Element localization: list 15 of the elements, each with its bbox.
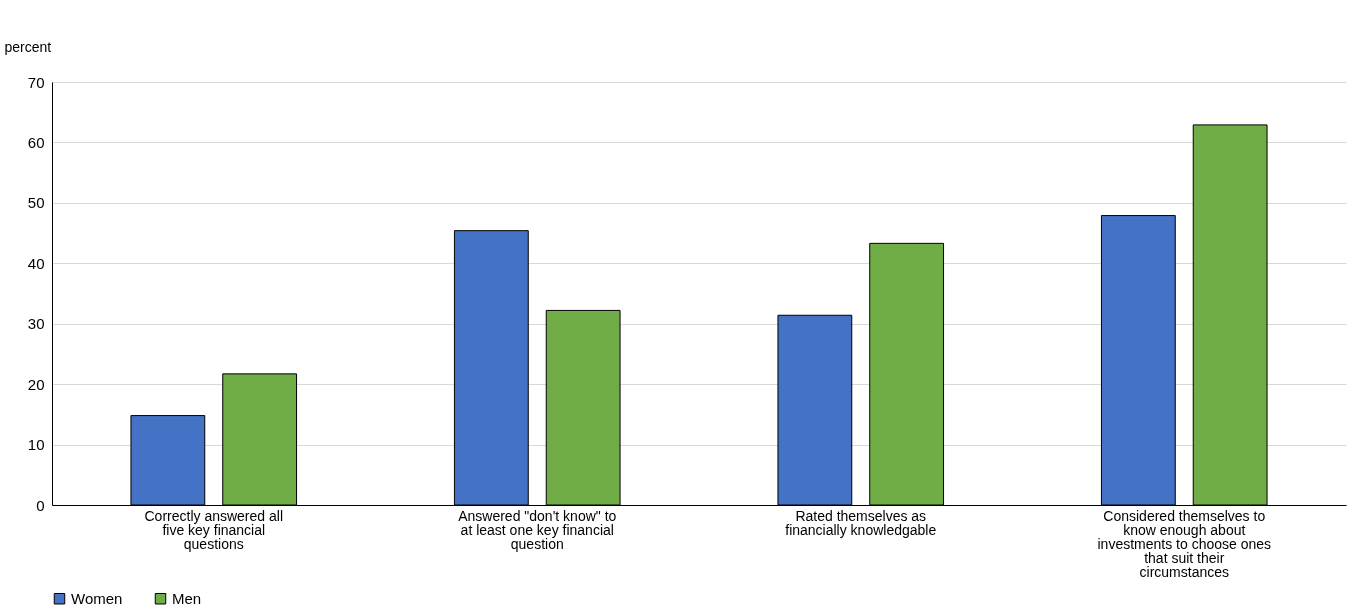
- y-axis-title: percent: [4, 38, 52, 55]
- x-tick-label: Considered themselves to know enough about investments to choose ones that suit their circumstances: [1097, 507, 1272, 580]
- y-tick-label: 40: [27, 254, 45, 272]
- x-tick-label: Rated themselves as financially knowledgable: [785, 507, 937, 538]
- y-tick-label: 0: [36, 496, 45, 514]
- x-tick-label: Correctly answered all five key financial questions: [144, 507, 283, 552]
- y-tick-label: 30: [27, 315, 45, 333]
- y-tick-label: 50: [27, 194, 45, 212]
- y-tick-label: 60: [27, 133, 45, 151]
- legend-label: Men: [172, 589, 202, 607]
- y-tick-label: 70: [27, 73, 45, 91]
- y-tick-label: 10: [27, 436, 45, 454]
- y-tick-label: 20: [27, 375, 45, 393]
- legend-label: Women: [71, 589, 123, 607]
- x-tick-label: Answered "don't know" to at least one key financial question: [458, 507, 617, 552]
